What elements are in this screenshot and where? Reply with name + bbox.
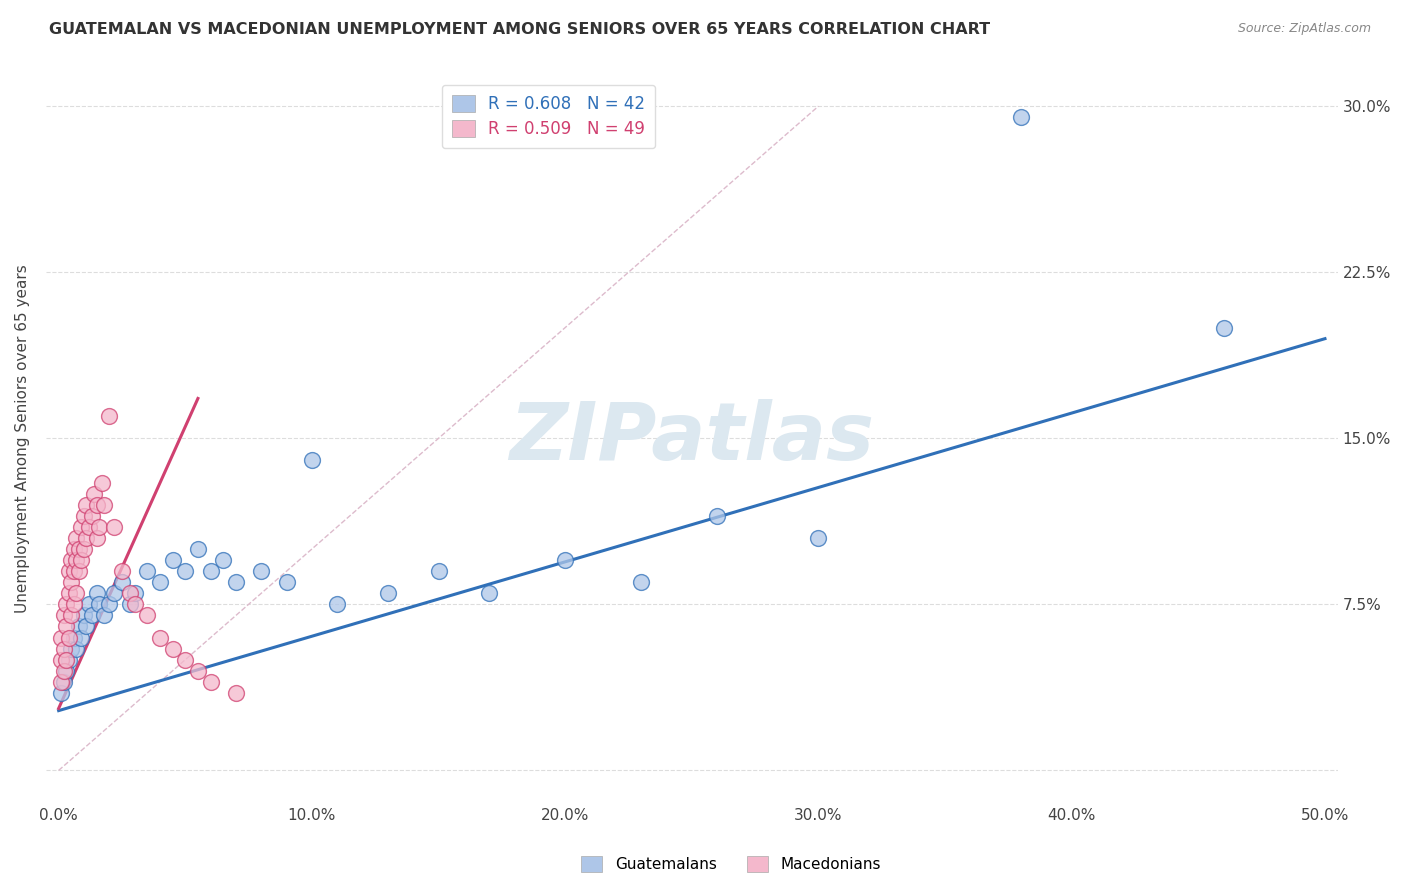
- Point: [111, 564, 134, 578]
- Point: [111, 575, 134, 590]
- Point: [630, 575, 652, 590]
- Point: [174, 564, 197, 578]
- Point: [149, 631, 172, 645]
- Point: [478, 586, 501, 600]
- Point: [58, 653, 80, 667]
- Point: [706, 508, 728, 523]
- Point: [58, 564, 80, 578]
- Point: [52, 608, 75, 623]
- Point: [103, 586, 125, 600]
- Text: Source: ZipAtlas.com: Source: ZipAtlas.com: [1237, 22, 1371, 36]
- Text: GUATEMALAN VS MACEDONIAN UNEMPLOYMENT AMONG SENIORS OVER 65 YEARS CORRELATION CH: GUATEMALAN VS MACEDONIAN UNEMPLOYMENT AM…: [49, 22, 990, 37]
- Point: [55, 619, 77, 633]
- Point: [76, 531, 98, 545]
- Point: [98, 598, 121, 612]
- Point: [76, 498, 98, 512]
- Point: [52, 641, 75, 656]
- Point: [55, 598, 77, 612]
- Point: [80, 508, 103, 523]
- Point: [63, 598, 86, 612]
- Point: [326, 598, 349, 612]
- Point: [67, 564, 90, 578]
- Legend: Guatemalans, Macedonians: Guatemalans, Macedonians: [574, 848, 889, 880]
- Point: [63, 541, 86, 556]
- Point: [70, 631, 93, 645]
- Point: [52, 674, 75, 689]
- Point: [200, 674, 222, 689]
- Point: [377, 586, 399, 600]
- Point: [162, 553, 184, 567]
- Point: [162, 641, 184, 656]
- Point: [554, 553, 576, 567]
- Point: [51, 674, 73, 689]
- Point: [55, 653, 77, 667]
- Legend: R = 0.608   N = 42, R = 0.509   N = 49: R = 0.608 N = 42, R = 0.509 N = 49: [441, 85, 655, 148]
- Point: [63, 564, 86, 578]
- Point: [60, 553, 83, 567]
- Point: [1010, 110, 1032, 124]
- Point: [60, 641, 83, 656]
- Point: [187, 541, 209, 556]
- Point: [86, 531, 108, 545]
- Point: [427, 564, 450, 578]
- Point: [276, 575, 298, 590]
- Point: [212, 553, 235, 567]
- Point: [55, 664, 77, 678]
- Point: [187, 664, 209, 678]
- Point: [89, 598, 111, 612]
- Point: [118, 598, 141, 612]
- Point: [65, 553, 87, 567]
- Point: [67, 619, 90, 633]
- Point: [67, 541, 90, 556]
- Point: [200, 564, 222, 578]
- Point: [70, 553, 93, 567]
- Point: [93, 608, 115, 623]
- Point: [51, 631, 73, 645]
- Point: [136, 608, 159, 623]
- Point: [58, 631, 80, 645]
- Point: [65, 531, 87, 545]
- Point: [63, 631, 86, 645]
- Point: [225, 686, 247, 700]
- Text: ZIPatlas: ZIPatlas: [509, 400, 875, 477]
- Point: [83, 486, 105, 500]
- Point: [93, 498, 115, 512]
- Point: [77, 598, 100, 612]
- Point: [52, 664, 75, 678]
- Point: [76, 619, 98, 633]
- Point: [51, 653, 73, 667]
- Point: [225, 575, 247, 590]
- Point: [807, 531, 830, 545]
- Point: [103, 520, 125, 534]
- Point: [60, 608, 83, 623]
- Point: [90, 475, 112, 490]
- Point: [65, 586, 87, 600]
- Point: [136, 564, 159, 578]
- Point: [86, 586, 108, 600]
- Point: [51, 686, 73, 700]
- Point: [73, 608, 96, 623]
- Y-axis label: Unemployment Among Seniors over 65 years: Unemployment Among Seniors over 65 years: [15, 264, 30, 613]
- Point: [98, 409, 121, 424]
- Point: [124, 598, 146, 612]
- Point: [73, 541, 96, 556]
- Point: [73, 508, 96, 523]
- Point: [89, 520, 111, 534]
- Point: [124, 586, 146, 600]
- Point: [250, 564, 273, 578]
- Point: [149, 575, 172, 590]
- Point: [77, 520, 100, 534]
- Point: [86, 498, 108, 512]
- Point: [174, 653, 197, 667]
- Point: [1212, 320, 1234, 334]
- Point: [58, 586, 80, 600]
- Point: [118, 586, 141, 600]
- Point: [80, 608, 103, 623]
- Point: [60, 575, 83, 590]
- Point: [301, 453, 323, 467]
- Point: [65, 641, 87, 656]
- Point: [70, 520, 93, 534]
